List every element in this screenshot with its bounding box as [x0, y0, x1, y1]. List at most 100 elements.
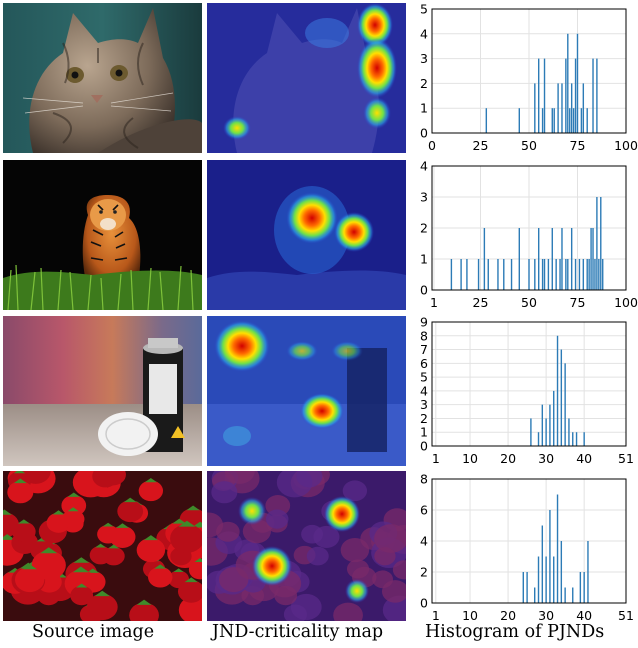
histogram-bar — [574, 58, 577, 133]
y-tick-label: 7 — [420, 342, 428, 357]
y-tick-label: 5 — [420, 2, 428, 17]
histogram-bar — [526, 572, 528, 603]
x-tick-label: 40 — [576, 451, 592, 466]
histogram-bar — [590, 228, 592, 290]
histogram-bar — [549, 404, 551, 446]
histogram-bar — [545, 418, 547, 446]
histogram-bar — [579, 572, 582, 603]
x-tick-label: 40 — [576, 608, 592, 623]
histogram-bar — [578, 259, 581, 290]
x-tick-label: 0 — [428, 138, 436, 153]
histogram-bar — [570, 228, 573, 290]
histogram-bar — [572, 108, 575, 133]
histogram-bar — [541, 525, 544, 603]
histogram-bar — [534, 83, 536, 133]
y-tick-label: 3 — [420, 51, 428, 66]
histogram-bar — [460, 259, 462, 290]
y-tick-label: 0 — [420, 126, 428, 141]
pjnd-histogram-1: 0 25 50 75 100 0 1 2 3 4 5 — [420, 2, 638, 154]
y-tick-label: 5 — [420, 370, 428, 385]
histogram-bar — [487, 259, 489, 290]
histogram-bar — [600, 197, 602, 290]
histogram-bar — [580, 108, 583, 133]
y-tick-label: 8 — [420, 328, 428, 343]
histogram-bar — [551, 228, 553, 290]
x-tick-label: 25 — [473, 138, 489, 153]
x-tick-label: 30 — [538, 451, 554, 466]
histogram-bar — [567, 259, 569, 290]
histogram-bar — [518, 228, 520, 290]
y-tick-label: 2 — [420, 76, 428, 91]
criticality-map-spray-can — [207, 316, 406, 466]
plot-frame — [431, 321, 627, 447]
histogram-bar — [582, 83, 585, 133]
x-tick-label: 51 — [618, 608, 634, 623]
histogram-bar — [556, 335, 559, 446]
histogram-bar — [586, 108, 588, 133]
histogram-bar — [534, 587, 536, 603]
y-tick-label: 4 — [420, 159, 428, 174]
x-tick-label: 30 — [538, 608, 554, 623]
x-tick-label: 50 — [521, 295, 537, 310]
histogram-bar — [565, 259, 567, 290]
y-tick-label: 6 — [420, 356, 428, 371]
histogram-bar — [596, 58, 598, 133]
histogram-bar — [565, 58, 567, 133]
histogram-bar — [602, 259, 604, 290]
caption-criticality-map: JND-criticality map — [212, 622, 384, 642]
histogram-bar — [485, 108, 488, 133]
y-tick-label: 8 — [420, 472, 428, 487]
histogram-bar — [592, 58, 594, 133]
x-tick-label: 75 — [570, 295, 586, 310]
histogram-bar — [583, 572, 585, 603]
histogram-bar — [575, 432, 578, 446]
y-tick-label: 3 — [420, 397, 428, 412]
y-tick-label: 6 — [420, 503, 428, 518]
histogram-bar — [560, 349, 563, 446]
histogram-bar — [547, 259, 550, 290]
x-tick-label: 20 — [500, 608, 516, 623]
y-tick-label: 2 — [420, 221, 428, 236]
histogram-bar — [570, 83, 573, 133]
source-image-strawberries — [3, 471, 202, 621]
histogram-bar — [551, 108, 553, 133]
histogram-bar — [537, 432, 540, 446]
histogram-bar — [556, 494, 559, 603]
y-tick-label: 4 — [420, 534, 428, 549]
histogram-bar — [588, 259, 590, 290]
histogram-bar — [561, 83, 563, 133]
caption-histogram: Histogram of PJNDs — [425, 622, 605, 642]
y-tick-label: 0 — [420, 439, 428, 454]
histogram-bar — [560, 541, 563, 603]
x-tick-label: 20 — [500, 451, 516, 466]
x-tick-label: 1 — [432, 608, 440, 623]
y-tick-label: 3 — [420, 190, 428, 205]
histogram-bar — [541, 108, 544, 133]
histogram-bar — [483, 228, 486, 290]
histogram-bar — [553, 390, 555, 446]
y-tick-label: 4 — [420, 26, 428, 41]
y-tick-label: 9 — [420, 315, 428, 330]
criticality-map-cat — [207, 3, 406, 153]
histogram-bar — [564, 587, 566, 603]
histogram-bar — [583, 432, 585, 446]
histogram-bar — [567, 33, 569, 133]
x-tick-label: 50 — [521, 138, 537, 153]
histogram-bar — [572, 587, 574, 603]
x-tick-label: 51 — [618, 451, 634, 466]
criticality-map-tiger — [207, 160, 406, 310]
y-tick-label: 1 — [420, 101, 428, 116]
histogram-bar — [574, 259, 577, 290]
histogram-bar — [477, 259, 480, 290]
histogram-bar — [592, 228, 594, 290]
criticality-map-strawberries — [207, 471, 406, 621]
x-tick-label: 25 — [473, 295, 489, 310]
histogram-bar — [518, 108, 520, 133]
source-image-tiger — [3, 160, 202, 310]
plot-frame — [431, 8, 627, 134]
x-tick-label: 1 — [432, 451, 440, 466]
x-tick-label: 100 — [614, 138, 638, 153]
plot-area — [432, 322, 626, 446]
histogram-bar — [549, 510, 551, 603]
